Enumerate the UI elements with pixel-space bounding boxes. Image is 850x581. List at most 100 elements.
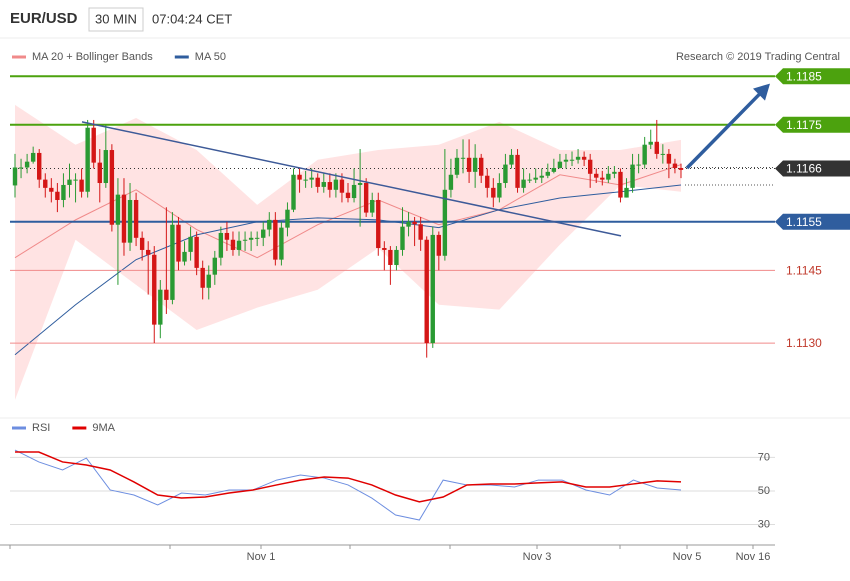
trendline	[81, 121, 622, 237]
candle-body	[406, 221, 411, 227]
candle-body	[182, 251, 187, 262]
candle-body	[606, 173, 611, 180]
candle-body	[139, 237, 145, 250]
candle-body	[24, 161, 30, 168]
candle-body	[315, 177, 320, 187]
candle-body	[291, 174, 296, 210]
level-label: 1.1130	[786, 336, 822, 350]
candle-body	[630, 164, 635, 188]
candle-body	[176, 224, 181, 262]
legend-label: MA 50	[195, 51, 226, 63]
candle-body	[97, 162, 102, 184]
candle-body	[55, 191, 60, 200]
candle-body	[267, 219, 272, 230]
candle-body	[587, 159, 593, 174]
candle-body	[485, 175, 490, 188]
candle-body	[115, 194, 121, 225]
candle-body	[642, 144, 647, 165]
candle-body	[85, 127, 90, 192]
candle-body	[491, 187, 496, 198]
candle-body	[569, 159, 575, 161]
credit: Research © 2019 Trading Central	[676, 51, 840, 63]
candle-body	[30, 152, 36, 162]
candle-body	[91, 127, 96, 163]
candle-body	[454, 157, 460, 175]
candle-body	[285, 209, 290, 228]
candle-body	[666, 153, 672, 164]
candle-body	[624, 187, 629, 198]
candle-body	[345, 192, 351, 199]
candle-body	[200, 267, 205, 288]
candle-body	[436, 234, 442, 256]
candle-body	[146, 249, 151, 255]
candle-body	[672, 163, 678, 168]
forecast-arrow	[685, 90, 764, 170]
candle-body	[521, 179, 526, 188]
candle-body	[370, 199, 375, 213]
level-box	[775, 160, 850, 177]
candle-body	[479, 157, 484, 176]
candle-body	[206, 274, 211, 288]
candle-body	[67, 179, 72, 185]
x-tick-label: Nov 3	[523, 551, 552, 563]
candle-body	[515, 154, 520, 188]
candle-body	[309, 177, 314, 180]
candle-body	[648, 141, 653, 145]
candle-body	[581, 156, 587, 160]
candle-body	[575, 156, 581, 160]
candle-body	[152, 254, 157, 325]
candle-body	[121, 194, 127, 243]
arrow-head	[753, 83, 770, 101]
level-label: 1.1155	[786, 215, 822, 229]
interval: 30 MIN	[95, 11, 137, 26]
level-label: 1.1145	[786, 263, 822, 277]
candle-body	[43, 179, 48, 188]
candle-body	[339, 179, 345, 193]
x-tick-label: Nov 1	[247, 551, 276, 563]
candle-body	[357, 183, 363, 185]
candle-body	[49, 187, 54, 192]
candle-body	[363, 183, 369, 213]
candle-body	[351, 184, 357, 199]
candle-body	[460, 157, 466, 159]
candle-body	[472, 157, 478, 172]
candle-body	[242, 239, 248, 241]
candle-body	[382, 248, 387, 250]
candle-body	[133, 199, 139, 238]
candle-body	[563, 159, 569, 162]
candle-body	[127, 199, 133, 243]
candle-body	[261, 229, 266, 238]
candle-body	[279, 227, 284, 260]
legend-label: MA 20 + Bollinger Bands	[32, 51, 153, 63]
candle-body	[527, 179, 532, 181]
candle-body	[218, 232, 224, 258]
candle-body	[424, 239, 429, 344]
candle-body	[61, 184, 66, 200]
candle-body	[678, 167, 684, 170]
candle-body	[327, 182, 333, 190]
candle-body	[466, 157, 472, 172]
rsi-tick-label: 70	[758, 451, 770, 463]
candle-body	[412, 221, 417, 225]
candle-body	[12, 167, 18, 186]
candle-body	[539, 175, 544, 178]
candle-body	[418, 224, 423, 240]
legend-label: 9MA	[92, 422, 115, 434]
candle-body	[636, 164, 641, 166]
candle-body	[79, 179, 84, 192]
candle-body	[18, 167, 24, 169]
candle-body	[503, 164, 508, 184]
candle-body	[37, 152, 42, 180]
rsi-tick-label: 30	[758, 518, 770, 530]
candle-body	[654, 141, 659, 154]
rsi-line	[14, 449, 682, 521]
symbol: EUR/USD	[10, 10, 78, 27]
candle-body	[236, 240, 242, 250]
candle-body	[400, 226, 405, 250]
candle-body	[103, 150, 109, 184]
candle-body	[164, 289, 169, 300]
candle-body	[612, 171, 617, 174]
candle-body	[230, 239, 236, 250]
candle-body	[497, 183, 502, 198]
